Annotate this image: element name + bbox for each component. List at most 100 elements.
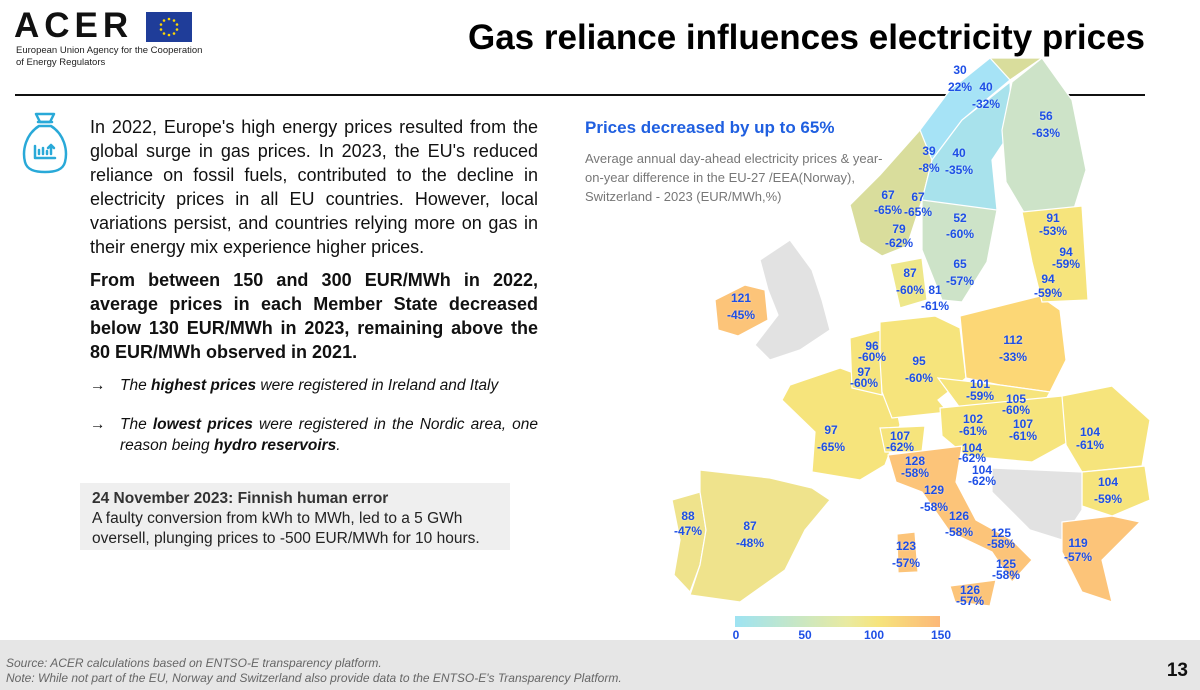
note-text: Note: While not part of the EU, Norway a…	[6, 671, 622, 685]
region-change-label: -60%	[849, 376, 879, 390]
region-benelux	[849, 329, 883, 396]
page-number: 13	[1166, 660, 1188, 681]
bullet-text: were registered in Ireland and Italy	[256, 377, 499, 394]
region-price-label: 79	[892, 222, 906, 236]
region-price-label: 96	[865, 339, 879, 353]
region-price-label: 97	[857, 365, 871, 379]
region-change-label: -60%	[857, 350, 887, 364]
region-change-label: -59%	[1051, 257, 1081, 271]
region-price-label: 88	[681, 509, 695, 523]
region-change-label: -57%	[945, 274, 975, 288]
arrow-icon: →	[90, 377, 106, 394]
region-change-label: -58%	[919, 500, 949, 514]
region-price-label: 95	[912, 354, 926, 368]
region-change-label: -63%	[1031, 126, 1061, 140]
region-denmark	[889, 257, 928, 309]
region-change-label: -58%	[991, 568, 1021, 582]
region-price-label: 121	[730, 291, 752, 305]
region-price-label: 104	[961, 441, 983, 455]
region-price-label: 39	[922, 144, 936, 158]
map-description: Average annual day-ahead electricity pri…	[585, 151, 883, 204]
scale-tick: 100	[863, 628, 885, 642]
region-price-label: 102	[962, 412, 984, 426]
money-bag-chart-icon	[22, 112, 68, 174]
region-germany	[879, 315, 967, 419]
region-price-label: 94	[1041, 272, 1055, 286]
region-finland	[1001, 57, 1087, 227]
footer-source: Source: ACER calculations based on ENTSO…	[6, 656, 622, 686]
region-price-label: 87	[903, 266, 917, 280]
region-change-label: -62%	[957, 451, 987, 465]
bullet-emphasis: hydro reservoirs	[213, 437, 337, 454]
region-change-label: -65%	[903, 205, 933, 219]
region-price-label: 107	[1012, 417, 1034, 431]
region-change-label: -35%	[944, 163, 974, 177]
key-finding-paragraph: From between 150 and 300 EUR/MWh in 2022…	[90, 270, 538, 362]
region-change-label: -32%	[971, 97, 1001, 111]
region-change-label: -48%	[735, 536, 765, 550]
bullet-text: The	[120, 416, 153, 433]
region-price-label: 125	[990, 526, 1012, 540]
region-price-label: 40	[952, 146, 966, 160]
region-greece	[1061, 515, 1142, 603]
region-change-label: -60%	[945, 227, 975, 241]
region-price-label: 129	[923, 483, 945, 497]
bullet-text: The	[120, 377, 152, 394]
region-price-label: 126	[959, 583, 981, 597]
region-change-label: -45%	[726, 308, 756, 322]
scale-tick: 0	[732, 628, 740, 642]
region-price-label: 126	[948, 509, 970, 523]
region-change-label: -58%	[986, 537, 1016, 551]
region-ireland	[714, 284, 769, 337]
region-price-label: 94	[1059, 245, 1073, 259]
region-price-label: 112	[1003, 333, 1023, 347]
region-price-label: 104	[1079, 425, 1101, 439]
region-sicily	[949, 579, 997, 607]
region-price-label: 30	[953, 63, 967, 77]
region-romania	[1061, 385, 1151, 473]
eu-flag-icon	[146, 12, 192, 42]
region-change-label: -53%	[1038, 224, 1068, 238]
region-change-label: -47%	[673, 524, 703, 538]
divider	[15, 94, 1145, 96]
region-price-label: 128	[904, 454, 926, 468]
region-italy	[887, 445, 1033, 583]
region-change-label: -61%	[1075, 438, 1105, 452]
bullet-text: were registered in the Nordic area, one …	[120, 416, 538, 454]
arrow-icon: →	[90, 416, 106, 433]
note-body: A faulty conversion from kWh to MWh, led…	[92, 510, 480, 547]
region-price-label: 56	[1039, 109, 1053, 123]
scale-tick: 50	[798, 628, 812, 642]
region-price-label: 65	[953, 257, 967, 271]
region-spain	[689, 469, 831, 603]
map-heading: Prices decreased by up to 65%	[585, 118, 835, 137]
region-price-label: 91	[1046, 211, 1060, 225]
europe-price-map	[671, 57, 1151, 607]
region-change-label: -8%	[918, 161, 940, 175]
region-price-label: 101	[969, 377, 991, 391]
region-change-label: -33%	[998, 350, 1028, 364]
region-sardinia	[896, 531, 919, 574]
region-change-label: -61%	[1008, 429, 1038, 443]
region-price-label: 125	[995, 557, 1017, 571]
region-price-label: 67	[911, 190, 925, 204]
region-change-label: -59%	[965, 389, 995, 403]
region-bulgaria	[1081, 465, 1151, 517]
region-change-label: -62%	[884, 236, 914, 250]
bullet-highest: → The highest prices were registered in …	[90, 375, 538, 396]
region-change-label: -60%	[895, 283, 925, 297]
logo-subtitle: European Union Agency for the Cooperatio…	[16, 45, 203, 68]
region-price-label: 123	[895, 539, 917, 553]
region-change-label: -60%	[904, 371, 934, 385]
region-change-label: -65%	[873, 203, 903, 217]
region-change-label: -57%	[891, 556, 921, 570]
footer-band	[0, 640, 1200, 690]
region-price-label: 67	[881, 188, 895, 202]
region-price-label: 87	[743, 519, 757, 533]
bullet-text: .	[336, 437, 341, 454]
region-change-label: -62%	[967, 474, 997, 488]
bullet-lowest: → The lowest prices were registered in t…	[90, 414, 538, 456]
region-change-label: -59%	[1093, 492, 1123, 506]
region-change-label: 22%	[947, 80, 973, 94]
acer-logo: ACER	[14, 6, 134, 45]
